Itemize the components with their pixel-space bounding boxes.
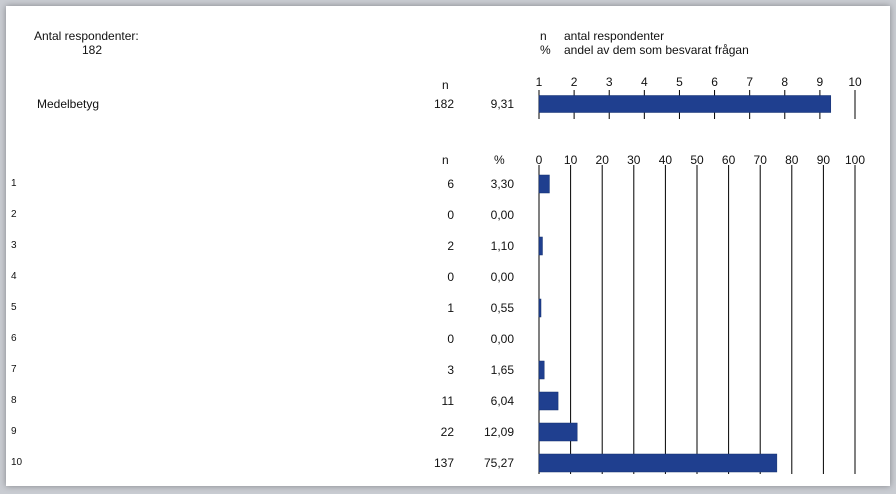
row-pct: 3,30	[490, 177, 514, 191]
dist-bar-3	[538, 236, 543, 256]
row-pct: 1,10	[490, 239, 514, 253]
row-n: 6	[447, 177, 454, 191]
mean-n-value: 182	[433, 97, 454, 111]
respondents-label: Antal respondenter:	[34, 29, 139, 43]
row-n: 137	[433, 456, 454, 470]
row-pct: 12,09	[483, 425, 514, 439]
mean-tick-label: 8	[781, 75, 788, 89]
row-label: 2	[11, 209, 17, 220]
row-label: 1	[11, 178, 17, 189]
mean-tick-label: 7	[746, 75, 753, 89]
mean-tick-label: 10	[848, 75, 862, 89]
row-n: 0	[447, 208, 454, 222]
row-pct: 0,00	[490, 332, 514, 346]
dist-tick-label: 20	[596, 153, 610, 167]
mean-score-value: 9,31	[490, 97, 514, 111]
row-pct: 0,00	[490, 270, 514, 284]
row-label: 8	[11, 395, 17, 406]
row-label: 3	[11, 240, 17, 251]
mean-n-header: n	[442, 78, 449, 92]
mean-bar-Medelbetyg	[538, 95, 832, 113]
row-label: 4	[11, 271, 17, 282]
dist-bar-7	[538, 360, 545, 380]
row-n: 22	[440, 425, 454, 439]
report-card	[6, 6, 890, 486]
dist-bar-5	[538, 298, 542, 318]
row-pct: 6,04	[490, 394, 514, 408]
row-label: 5	[11, 302, 17, 313]
dist-bar-8	[538, 391, 559, 411]
row-pct: 0,55	[490, 301, 514, 315]
dist-tick-label: 30	[627, 153, 641, 167]
row-label: 6	[11, 333, 17, 344]
dist-tick-label: 70	[754, 153, 768, 167]
row-n: 1	[447, 301, 454, 315]
row-n: 11	[441, 394, 454, 408]
mean-tick-label: 4	[641, 75, 648, 89]
row-n: 3	[447, 363, 454, 377]
dist-tick-label: 10	[564, 153, 578, 167]
row-n: 0	[447, 332, 454, 346]
legend-n-text: antal respondenter	[564, 29, 665, 43]
mean-tick-label: 6	[711, 75, 718, 89]
mean-tick-label: 3	[606, 75, 613, 89]
dist-bar-10	[538, 453, 778, 473]
dist-bar-9	[538, 422, 578, 442]
mean-tick-label: 9	[817, 75, 824, 89]
row-pct: 0,00	[490, 208, 514, 222]
mean-tick-label: 5	[676, 75, 683, 89]
legend-pct-key: %	[540, 43, 551, 57]
dist-tick-label: 90	[817, 153, 831, 167]
mean-tick-label: 1	[536, 75, 543, 89]
row-n: 2	[447, 239, 454, 253]
dist-tick-label: 0	[536, 153, 543, 167]
row-label: 10	[11, 457, 23, 468]
mean-row-label: Medelbetyg	[37, 97, 100, 111]
mean-tick-label: 2	[571, 75, 578, 89]
dist-n-header: n	[442, 153, 449, 167]
row-n: 0	[447, 270, 454, 284]
row-pct: 1,65	[490, 363, 514, 377]
dist-tick-label: 40	[659, 153, 673, 167]
dist-pct-header: %	[494, 153, 505, 167]
row-pct: 75,27	[483, 456, 514, 470]
dist-bar-1	[538, 174, 550, 194]
legend-pct-text: andel av dem som besvarat frågan	[564, 43, 749, 57]
dist-tick-label: 80	[785, 153, 799, 167]
dist-tick-label: 60	[722, 153, 736, 167]
respondents-value: 182	[82, 43, 103, 57]
legend-n-key: n	[540, 29, 547, 43]
dist-tick-label: 50	[690, 153, 704, 167]
row-label: 9	[11, 426, 17, 437]
row-label: 7	[11, 364, 17, 375]
dist-tick-label: 100	[845, 153, 865, 167]
